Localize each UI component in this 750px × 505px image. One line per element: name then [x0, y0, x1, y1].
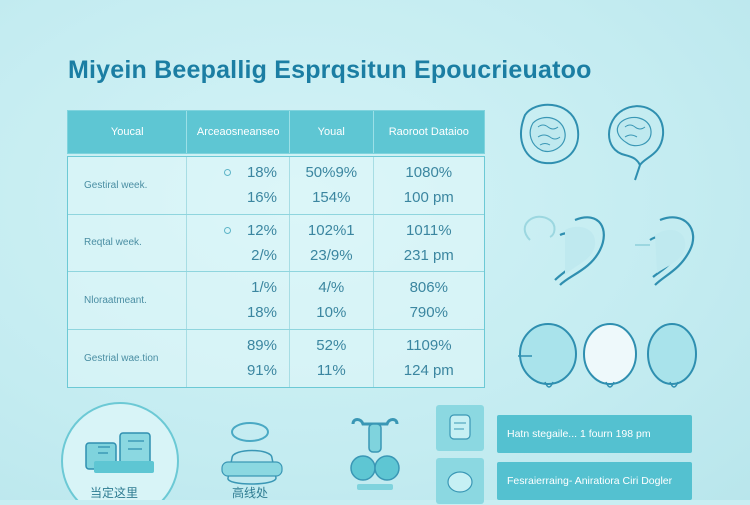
table-cell: 806% 790% [374, 272, 484, 329]
row-label: Nloraatmeant. [68, 272, 188, 329]
cell-value: 16% [246, 189, 277, 207]
cell-value: 790% [409, 304, 448, 322]
table-row: Gestiral week. 18% 16% 50%9% 154% 1080% … [68, 157, 484, 215]
table-cell: 89% 91% [187, 329, 290, 387]
table-row: Reqtal week. 12% 2/% 102%1 23/9% 1011% 2… [68, 214, 484, 272]
table-cell: 1109% 124 pm [374, 330, 484, 388]
table-row: Gestrial wae.tion 89% 91% 52% 11% 1109% … [68, 329, 484, 388]
cell-value: 10% [316, 304, 347, 322]
row-label: Reqtal week. [68, 214, 188, 271]
illustration-caption: 当定这里 [90, 486, 139, 500]
column-header: Youcal [68, 111, 188, 153]
cell-value: 806% [409, 279, 448, 297]
info-card[interactable]: Hatn stegaile... 1 fourn 198 pm [497, 415, 692, 453]
cell-value: 89% [246, 337, 277, 355]
data-table: Youcal Arceaosneanseo Youal Raoroot Data… [67, 110, 485, 388]
table-cell: 52% 11% [290, 329, 374, 387]
cell-value: 52% [316, 337, 347, 355]
cell-value: 100 pm [403, 189, 454, 207]
table-cell: 4/% 10% [290, 272, 374, 329]
medicine-cup-icon [436, 405, 484, 451]
table-cell: 1080% 100 pm [374, 157, 484, 214]
cell-value: 12% [246, 221, 277, 239]
info-card-text: Fesraierraing- Aniratiora Ciri Dogler [507, 475, 673, 487]
cell-value: 231 pm [403, 246, 454, 264]
table-body: Gestiral week. 18% 16% 50%9% 154% 1080% … [67, 156, 485, 388]
cell-value: 2/% [251, 246, 277, 264]
cell-value: 50%9% [305, 164, 358, 182]
table-cell: 102%1 23/9% [290, 214, 374, 271]
bullet-icon [223, 226, 231, 234]
table-header: Youcal Arceaosneanseo Youal Raoroot Data… [67, 110, 485, 154]
column-header: Raoroot Dataioo [388, 126, 469, 138]
illustration-caption: 高线处 [232, 486, 269, 500]
clipboard-icon [61, 402, 179, 500]
round-organ-icon [518, 323, 697, 388]
page-title: Miyein Beepallig Esprqsitun Epoucrieuato… [68, 56, 592, 84]
column-header: Arceaosneanseo [187, 111, 290, 153]
cell-value: 11% [316, 362, 346, 380]
cell-value: 1011% [405, 221, 452, 239]
cell-value: 1109% [405, 337, 452, 355]
brain-outline-icon [520, 103, 665, 181]
bullet-icon [223, 169, 231, 177]
column-header: Youal [290, 111, 374, 153]
cell-value: 4/% [318, 279, 345, 297]
cell-value: 91% [246, 362, 277, 380]
cell-value: 18% [246, 304, 277, 322]
table-cell: 18% 16% [187, 157, 290, 214]
pill-icon [221, 422, 283, 485]
cell-value: 124 pm [403, 362, 454, 380]
cell-value: 18% [246, 164, 277, 182]
table-cell: 12% 2/% [187, 214, 290, 271]
cell-value: 1/% [251, 279, 277, 297]
row-label: Gestiral week. [68, 157, 188, 214]
cell-value: 1080% [405, 164, 453, 182]
row-label: Gestrial wae.tion [68, 329, 188, 387]
table-row: Nloraatmeant. 1/% 18% 4/% 10% 806% 790% [68, 272, 484, 330]
table-cell: 50%9% 154% [290, 157, 374, 214]
info-card[interactable]: Fesraierraing- Aniratiora Ciri Dogler [497, 462, 692, 500]
cell-value: 154% [312, 189, 351, 207]
cell-value: 23/9% [310, 246, 353, 264]
stomach-icon [523, 215, 695, 286]
info-card-text: Hatn stegaile... 1 fourn 198 pm [507, 428, 651, 440]
cell-value: 102%1 [307, 221, 355, 239]
organ-thumbnail-icon [436, 458, 484, 504]
table-cell: 1/% 18% [187, 272, 290, 329]
table-cell: 1011% 231 pm [374, 215, 484, 272]
uterus-icon [350, 418, 400, 490]
